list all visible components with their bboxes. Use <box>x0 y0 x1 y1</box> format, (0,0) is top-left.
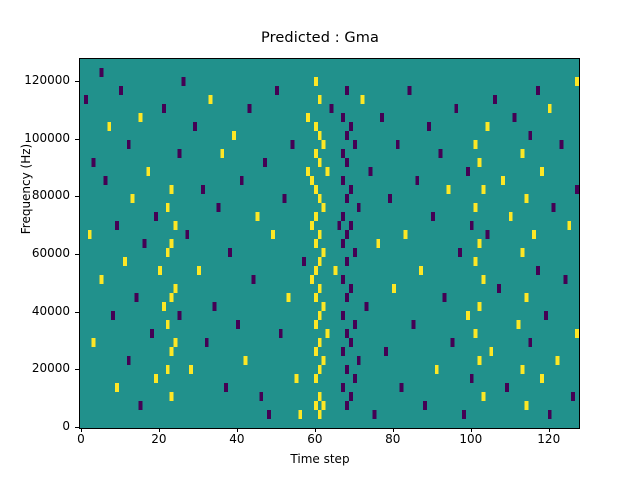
y-tick-label: 20000 <box>31 361 70 376</box>
x-tick-label: 80 <box>385 432 401 446</box>
x-axis-label: Time step <box>290 452 350 466</box>
x-tick-mark <box>392 428 394 432</box>
y-tick-label: 120000 <box>24 73 70 88</box>
x-tick-label: 120 <box>537 432 561 446</box>
y-tick-mark <box>75 311 79 313</box>
y-tick-mark <box>75 427 79 428</box>
x-tick-label: 40 <box>229 432 245 446</box>
y-tick-label: 100000 <box>24 130 70 145</box>
x-tick-mark <box>80 428 82 432</box>
x-tick-label: 60 <box>307 432 323 446</box>
x-tick-mark <box>314 428 316 432</box>
y-tick-mark <box>75 369 79 371</box>
x-tick-mark <box>548 428 550 432</box>
y-tick-label: 40000 <box>31 303 70 318</box>
heatmap-plot-area[interactable] <box>79 58 580 429</box>
y-tick-mark <box>75 254 79 256</box>
x-tick-label: 100 <box>459 432 483 446</box>
x-tick-mark <box>158 428 160 432</box>
y-axis-label: Frequency (Hz) <box>19 143 33 235</box>
heatmap-canvas <box>80 59 579 428</box>
y-tick-mark <box>75 138 79 140</box>
page-title: Predicted : Gma <box>261 30 379 46</box>
y-tick-label: 0 <box>62 419 70 433</box>
y-tick-label: 80000 <box>31 188 70 203</box>
x-tick-label: 20 <box>151 432 167 446</box>
x-tick-mark <box>236 428 238 432</box>
y-tick-label: 60000 <box>31 246 70 261</box>
x-tick-mark <box>470 428 472 432</box>
x-tick-label: 0 <box>77 432 85 446</box>
y-tick-mark <box>75 196 79 198</box>
y-tick-mark <box>75 81 79 83</box>
